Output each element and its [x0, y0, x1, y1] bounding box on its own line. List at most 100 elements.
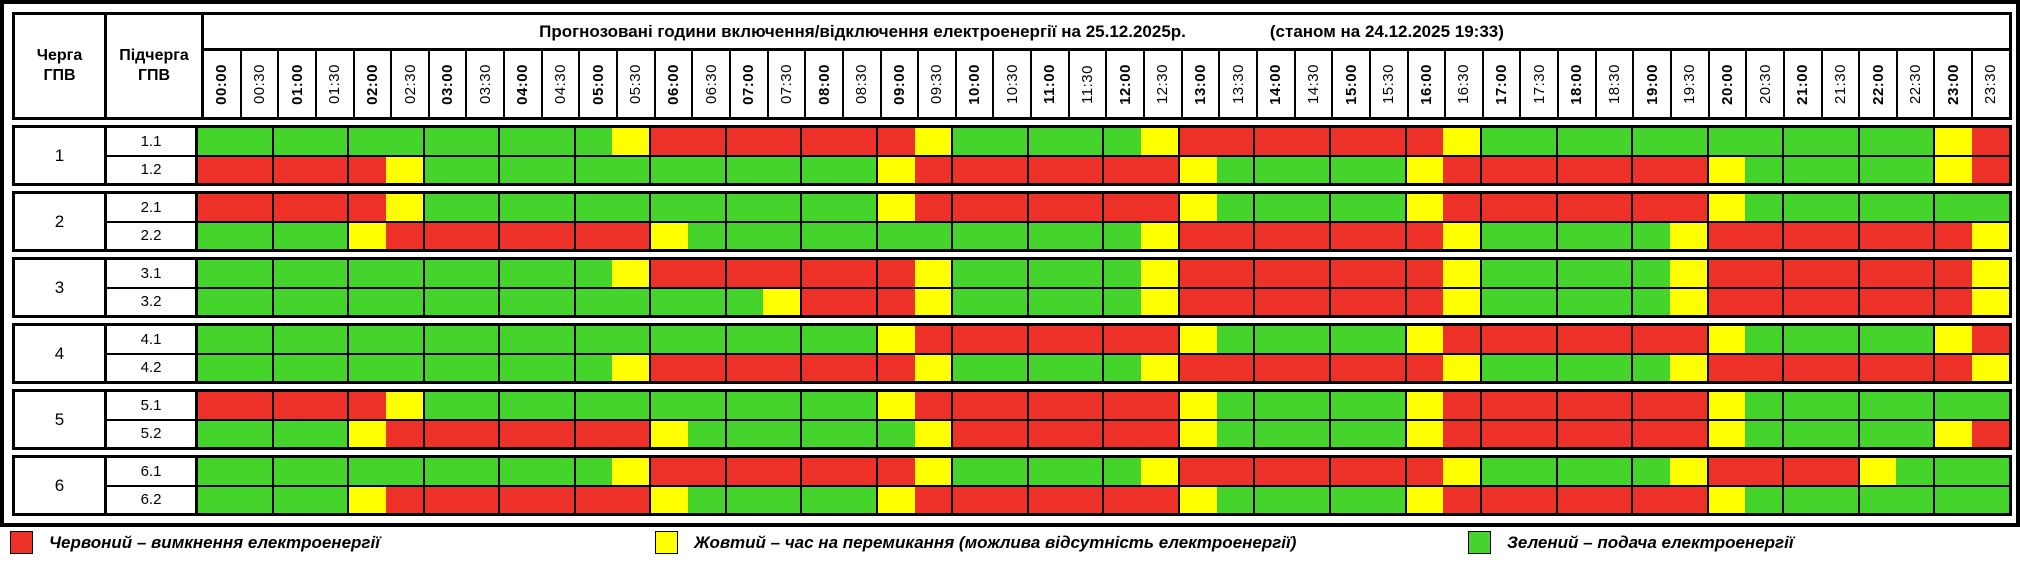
slot-cell	[310, 288, 350, 315]
slot-cell	[1557, 486, 1595, 513]
slot-cell	[612, 288, 652, 315]
time-label: 17:00	[1493, 63, 1511, 105]
slot-cell	[1518, 486, 1558, 513]
slot-cell	[726, 326, 764, 353]
slot-cell	[1104, 222, 1142, 249]
slot-cell	[1935, 458, 1972, 485]
slot-cell	[1859, 128, 1897, 155]
time-label: 09:30	[928, 63, 946, 105]
slot-cell	[234, 260, 274, 287]
slot-cell	[726, 222, 764, 249]
time-label: 01:00	[288, 63, 306, 105]
slot-cell	[1065, 156, 1105, 183]
slot-cell	[500, 392, 537, 419]
time-label-cell: 08:00	[806, 51, 844, 117]
slot-cell	[687, 420, 727, 447]
slot-cell	[1745, 326, 1785, 353]
time-label-cell: 06:30	[693, 51, 731, 117]
time-label: 08:00	[815, 63, 833, 105]
time-label: 13:30	[1229, 63, 1247, 105]
slot-cell	[1443, 288, 1483, 315]
slot-cell	[1255, 128, 1293, 155]
slot-cell	[1367, 458, 1407, 485]
slot-cell	[612, 420, 652, 447]
slot-cell	[575, 260, 613, 287]
slot-cell	[1896, 260, 1936, 287]
slot-cell	[234, 392, 274, 419]
time-label: 07:00	[740, 63, 758, 105]
slot-cell	[687, 194, 727, 221]
slot-cell	[763, 354, 803, 381]
slot-cell	[349, 458, 386, 485]
slot-cell	[1292, 392, 1331, 419]
time-label-cell: 02:00	[355, 51, 393, 117]
slot-cell	[1141, 458, 1180, 485]
slot-cell	[1784, 486, 1821, 513]
slot-cell	[1330, 420, 1368, 447]
slot-cell	[1557, 392, 1595, 419]
slot-cell	[536, 392, 576, 419]
slot-cell	[1292, 260, 1331, 287]
slot-cell	[953, 288, 991, 315]
time-label-cell: 04:00	[505, 51, 543, 117]
slot-cell	[234, 222, 274, 249]
slot-cell	[1859, 156, 1897, 183]
slot-cell	[877, 288, 915, 315]
slot-cell	[1935, 128, 1972, 155]
slot-cell	[1971, 392, 2009, 419]
time-label-cell: 10:00	[957, 51, 995, 117]
slot-cell	[1669, 222, 1709, 249]
time-label-cell: 02:30	[392, 51, 430, 117]
legend-item-R: Червоний – вимкнення електроенергії	[10, 531, 380, 554]
queue-header-cell: Черга ГПВ	[15, 15, 107, 117]
slot-cell	[1104, 260, 1142, 287]
slot-cell	[1330, 222, 1368, 249]
slot-cell	[914, 420, 954, 447]
slot-cell	[1745, 194, 1785, 221]
slot-cell	[461, 392, 501, 419]
slot-cell	[1594, 194, 1634, 221]
slot-cell	[1594, 420, 1634, 447]
time-label-cell: 00:00	[204, 51, 242, 117]
slot-cell	[1745, 420, 1785, 447]
slot-cell	[575, 194, 613, 221]
time-label: 14:00	[1267, 63, 1285, 105]
slot-cell	[1784, 288, 1821, 315]
slot-cell	[1482, 458, 1519, 485]
slot-cell	[1820, 458, 1860, 485]
slot-cell	[500, 326, 537, 353]
slot-cell	[1292, 326, 1331, 353]
slot-cell	[1935, 260, 1972, 287]
slot-cell	[273, 194, 311, 221]
slot-cell	[953, 420, 991, 447]
slot-cell	[349, 156, 386, 183]
slot-cell	[651, 194, 688, 221]
queue-group-5: 5 5.1 5.2	[12, 389, 2012, 450]
slot-cell	[1633, 326, 1670, 353]
slot-cell	[1482, 128, 1519, 155]
time-label-cell: 17:30	[1521, 51, 1560, 117]
slot-cell	[839, 486, 878, 513]
slot-cell	[1784, 156, 1821, 183]
time-label: 00:00	[213, 63, 231, 105]
slot-cell	[536, 222, 576, 249]
slot-cell	[1557, 194, 1595, 221]
slot-cell	[612, 128, 652, 155]
slot-cell	[1633, 260, 1670, 287]
slot-cell	[1669, 326, 1709, 353]
slot-cell	[461, 486, 501, 513]
slot-cell	[1255, 486, 1293, 513]
slot-cell	[234, 194, 274, 221]
slot-cell	[1443, 326, 1483, 353]
slot-cell	[1216, 288, 1256, 315]
time-label-cell: 16:00	[1409, 51, 1447, 117]
legend-item-Y: Жовтий – час на перемикання (можлива від…	[655, 531, 1296, 554]
slot-cell	[1443, 128, 1483, 155]
slot-cell	[198, 458, 235, 485]
slot-cell	[385, 260, 425, 287]
time-label: 10:00	[966, 63, 984, 105]
slot-cell	[1292, 288, 1331, 315]
legend-swatch-G	[1468, 531, 1491, 554]
slot-cell	[424, 156, 462, 183]
slot-cell	[1557, 420, 1595, 447]
